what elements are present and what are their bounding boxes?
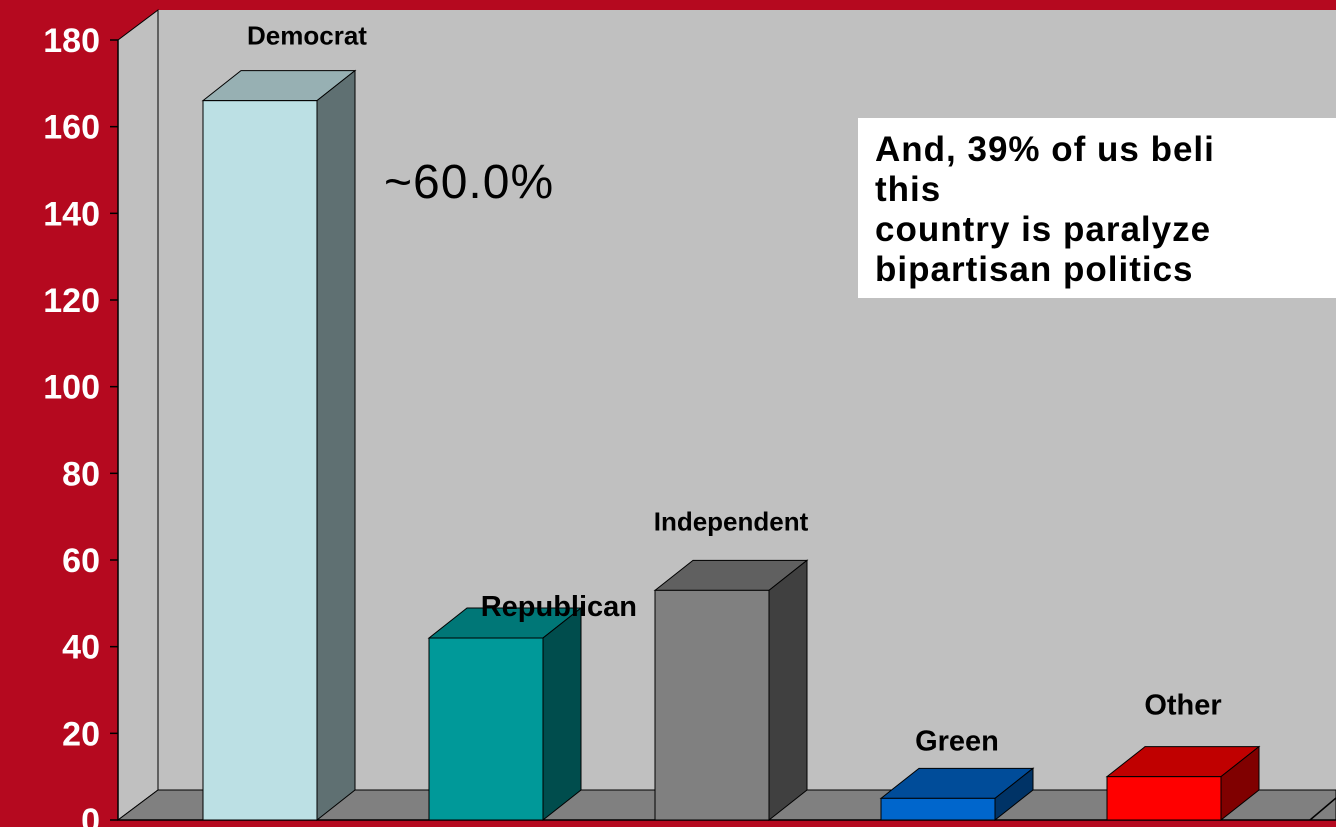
bar-front-democrat: [202, 100, 318, 821]
category-label-independent: Independent: [654, 506, 809, 536]
bar-independent: [653, 559, 809, 822]
bar-side-independent: [768, 559, 808, 822]
y-tick-label: 40: [62, 629, 100, 667]
y-tick-label: 120: [43, 282, 100, 320]
y-tick-label: 100: [43, 369, 100, 407]
y-tick-label: 160: [43, 109, 100, 147]
y-tick-label: 20: [62, 715, 100, 753]
y-tick-label: 180: [43, 22, 100, 60]
floor-edge: [1309, 797, 1336, 821]
category-label-other: Other: [1144, 690, 1221, 722]
bar-front-independent: [654, 589, 770, 821]
bar-front-other: [1106, 776, 1222, 821]
bar-other: [1105, 745, 1261, 822]
category-label-democrat: Democrat: [247, 21, 367, 51]
category-label-green: Green: [915, 725, 999, 757]
bar-democrat: [201, 69, 357, 822]
annotation-line-3: country is paralyze: [875, 210, 1212, 249]
bar-front-republican: [428, 637, 544, 821]
bar-green: [879, 767, 1035, 822]
y-tick-label: 80: [62, 455, 100, 493]
chart-side-wall: [117, 9, 159, 821]
bar-front-green: [880, 797, 996, 821]
bar-republican: [427, 606, 583, 822]
category-label-republican: Republican: [481, 591, 637, 623]
bar-side-democrat: [316, 69, 356, 822]
annotation-box: And, 39% of us beli this country is para…: [858, 118, 1336, 298]
bar-side-republican: [542, 606, 582, 822]
y-tick-label: 60: [62, 542, 100, 580]
annotation-line-4: bipartisan politics: [875, 250, 1194, 289]
y-tick-label: 0: [81, 802, 100, 827]
y-tick-label: 140: [43, 195, 100, 233]
percent-annotation: ~60.0%: [384, 156, 554, 209]
annotation-line-2: this: [875, 170, 942, 209]
annotation-line-1: And, 39% of us beli: [875, 130, 1215, 169]
